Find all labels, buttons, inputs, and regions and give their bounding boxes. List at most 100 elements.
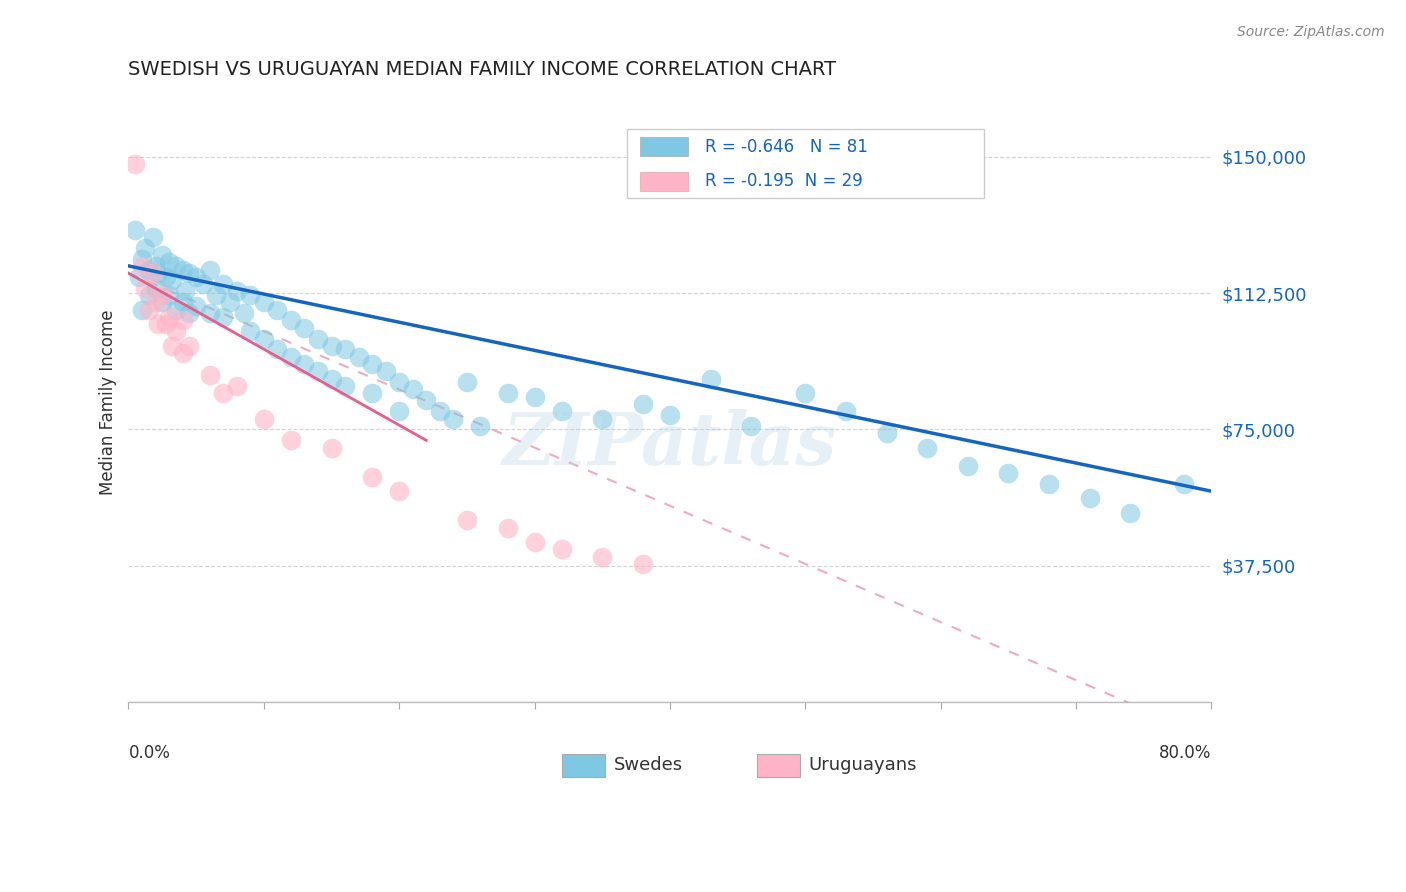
Point [253, 332, 276, 346]
Point [631, 557, 654, 571]
Point [321, 339, 343, 353]
Point [388, 375, 411, 389]
Point [280, 434, 302, 448]
Point [239, 288, 262, 302]
Point [1173, 477, 1195, 491]
Point [225, 379, 247, 393]
Point [523, 390, 546, 404]
Point [142, 230, 165, 244]
Point [157, 288, 180, 302]
Point [361, 386, 384, 401]
Point [740, 418, 762, 433]
Point [591, 411, 613, 425]
FancyBboxPatch shape [627, 129, 984, 198]
Point [165, 259, 187, 273]
Point [212, 310, 235, 324]
Point [179, 306, 201, 320]
Point [124, 222, 146, 236]
FancyBboxPatch shape [561, 754, 605, 777]
Point [294, 320, 316, 334]
Point [155, 317, 177, 331]
Text: R = -0.195  N = 29: R = -0.195 N = 29 [704, 172, 862, 190]
Point [321, 441, 343, 455]
Point [138, 302, 160, 317]
Point [191, 277, 214, 291]
Point [1119, 506, 1142, 520]
Text: 80.0%: 80.0% [1159, 744, 1212, 762]
Point [280, 350, 302, 364]
Point [179, 266, 201, 280]
Point [956, 458, 979, 473]
Point [179, 339, 201, 353]
Point [631, 397, 654, 411]
Point [160, 339, 183, 353]
Text: Uruguayans: Uruguayans [808, 756, 917, 774]
Point [145, 259, 167, 273]
Point [307, 364, 329, 378]
Point [165, 302, 187, 317]
Point [550, 404, 572, 418]
Point [374, 364, 396, 378]
Point [131, 302, 153, 317]
Point [128, 269, 150, 284]
Point [172, 262, 194, 277]
Y-axis label: Median Family Income: Median Family Income [100, 310, 117, 495]
Point [333, 343, 356, 357]
Point [591, 549, 613, 564]
Point [225, 285, 247, 299]
Point [145, 295, 167, 310]
Point [148, 266, 170, 280]
Point [150, 248, 173, 262]
Point [456, 513, 478, 527]
Point [172, 295, 194, 310]
Text: SWEDISH VS URUGUAYAN MEDIAN FAMILY INCOME CORRELATION CHART: SWEDISH VS URUGUAYAN MEDIAN FAMILY INCOM… [128, 60, 837, 78]
Point [134, 281, 156, 295]
Point [496, 386, 519, 401]
Point [388, 484, 411, 499]
Point [658, 408, 681, 422]
Point [198, 368, 221, 382]
Point [138, 288, 160, 302]
Point [280, 313, 302, 327]
Point [145, 281, 167, 295]
Point [157, 255, 180, 269]
Point [388, 404, 411, 418]
Point [165, 324, 187, 338]
Point [174, 285, 197, 299]
Point [307, 332, 329, 346]
Text: 0.0%: 0.0% [128, 744, 170, 762]
Point [550, 542, 572, 557]
Text: ZIPatlas: ZIPatlas [503, 409, 837, 480]
Point [997, 466, 1019, 480]
Bar [640, 171, 689, 191]
Point [402, 383, 425, 397]
Point [876, 425, 898, 440]
Point [699, 371, 721, 385]
Point [150, 295, 173, 310]
Point [1078, 491, 1101, 506]
Point [294, 357, 316, 371]
Point [131, 252, 153, 266]
Point [429, 404, 451, 418]
Point [142, 266, 165, 280]
Point [138, 262, 160, 277]
Point [470, 418, 492, 433]
Point [321, 371, 343, 385]
Point [523, 535, 546, 549]
Point [205, 288, 228, 302]
Point [253, 411, 276, 425]
Point [915, 441, 938, 455]
Point [253, 295, 276, 310]
Point [333, 379, 356, 393]
Point [441, 411, 464, 425]
Point [124, 157, 146, 171]
Point [131, 259, 153, 273]
FancyBboxPatch shape [756, 754, 800, 777]
Point [198, 306, 221, 320]
Point [361, 469, 384, 483]
Point [186, 299, 208, 313]
Point [415, 393, 437, 408]
Point [794, 386, 817, 401]
Point [148, 317, 170, 331]
Point [186, 269, 208, 284]
